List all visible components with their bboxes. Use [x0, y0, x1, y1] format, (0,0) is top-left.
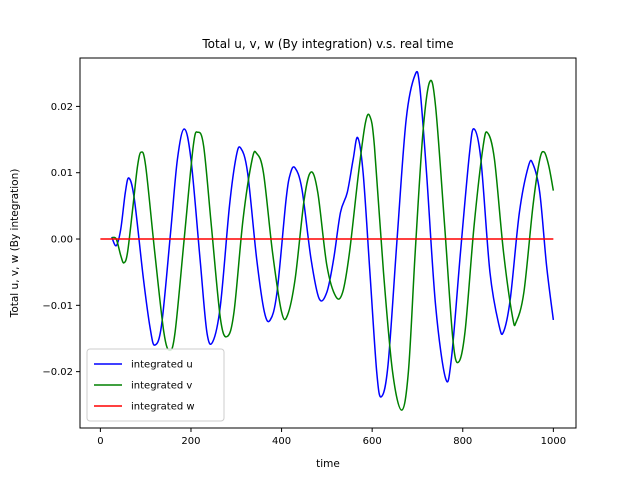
x-tick-label: 600 — [363, 436, 382, 447]
legend-label: integrated u — [131, 360, 193, 371]
x-tick-label: 400 — [272, 436, 291, 447]
y-axis-label: Total u, v, w (By integration) — [9, 169, 21, 319]
x-tick-label: 1000 — [541, 436, 566, 447]
legend-entries: integrated u integrated v integrated w — [94, 360, 195, 413]
x-tick-label: 200 — [181, 436, 200, 447]
legend-label: integrated v — [131, 381, 192, 392]
y-axis-ticks: −0.02 −0.01 0.00 0.01 0.02 — [42, 102, 80, 378]
x-tick-label: 0 — [97, 436, 103, 447]
y-tick-label: 0.00 — [51, 235, 73, 246]
x-axis-ticks: 0 200 400 600 800 1000 — [97, 428, 566, 447]
y-tick-label: 0.01 — [51, 168, 73, 179]
plot-frame — [79, 57, 577, 429]
legend-box — [86, 348, 225, 422]
x-axis-label: time — [316, 458, 340, 470]
y-tick-label: −0.02 — [42, 367, 73, 378]
series-line-integrated-u — [111, 70, 555, 398]
y-tick-label: 0.02 — [51, 102, 73, 113]
y-tick-label: −0.01 — [42, 301, 73, 312]
chart-title: Total u, v, w (By integration) v.s. real… — [201, 37, 453, 51]
x-tick-label: 800 — [453, 436, 472, 447]
legend: integrated u integrated v integrated w — [86, 348, 225, 422]
legend-label: integrated w — [131, 402, 195, 413]
